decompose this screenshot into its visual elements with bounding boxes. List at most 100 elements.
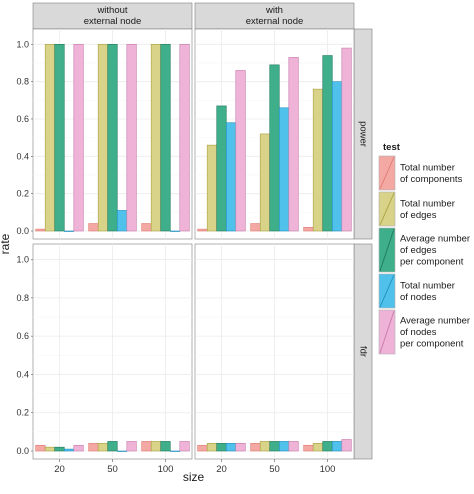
- bar: [35, 444, 46, 452]
- bar: [197, 228, 208, 232]
- bar: [235, 443, 246, 452]
- legend-label: of edges: [400, 210, 437, 221]
- bar: [206, 443, 218, 452]
- legend-label: of components: [400, 174, 463, 185]
- facet-col-label: external node: [246, 16, 304, 27]
- bar: [216, 443, 227, 452]
- bar: [269, 441, 280, 452]
- bar: [107, 44, 118, 232]
- bar: [63, 448, 75, 452]
- bar: [160, 441, 171, 452]
- legend-key-slash: [379, 192, 395, 226]
- bar: [322, 441, 333, 452]
- bar: [235, 70, 246, 232]
- bar: [54, 44, 65, 232]
- legend-label: Average number: [400, 316, 470, 327]
- y-tick-label: 0.0: [16, 226, 29, 236]
- bar: [169, 450, 181, 452]
- bar: [269, 64, 280, 232]
- bar: [259, 133, 271, 232]
- bar: [150, 441, 162, 452]
- facet-col-label: external node: [84, 16, 142, 27]
- bar: [116, 210, 128, 232]
- x-tick-label: 50: [269, 464, 280, 475]
- bar: [150, 44, 162, 232]
- bar: [179, 44, 190, 232]
- bar: [44, 44, 56, 232]
- y-tick-label: 0.2: [16, 408, 29, 418]
- bar: [169, 230, 181, 232]
- facet-row-label: fdr: [357, 346, 368, 357]
- y-tick-label: 0.0: [16, 446, 29, 456]
- bar: [331, 441, 343, 452]
- y-tick-label: 0.8: [16, 293, 29, 303]
- bar: [250, 223, 261, 232]
- bar: [126, 44, 137, 232]
- legend-label: Average number: [400, 234, 470, 245]
- bar: [288, 57, 299, 232]
- x-tick-label: 100: [158, 464, 174, 475]
- y-tick-label: 0.2: [16, 189, 29, 199]
- bar: [97, 443, 109, 452]
- bar: [303, 226, 314, 232]
- x-tick-label: 100: [320, 464, 336, 475]
- bar: [141, 223, 152, 232]
- facet-col-strip: [194, 2, 355, 30]
- bar: [322, 55, 333, 232]
- facet-col-label: with: [265, 5, 283, 16]
- legend-label: Total number: [400, 280, 455, 291]
- x-axis-title: size: [183, 470, 205, 484]
- bar: [88, 443, 99, 452]
- bar: [312, 443, 324, 452]
- y-tick-label: 0.4: [16, 151, 29, 161]
- bar: [126, 441, 137, 452]
- bar: [54, 446, 65, 452]
- bar: [259, 441, 271, 452]
- legend-key-slash: [379, 310, 395, 354]
- bar: [116, 450, 128, 452]
- legend-key-slash: [379, 274, 395, 308]
- y-tick-label: 1.0: [16, 255, 29, 265]
- y-tick-label: 1.0: [16, 39, 29, 49]
- facet-row-label: power: [357, 121, 368, 147]
- bar: [160, 44, 171, 232]
- bar: [216, 105, 227, 232]
- legend-title: test: [383, 142, 401, 153]
- y-tick-label: 0.6: [16, 331, 29, 341]
- bar: [341, 47, 352, 232]
- x-tick-label: 50: [107, 464, 118, 475]
- y-tick-label: 0.6: [16, 114, 29, 124]
- bar: [107, 441, 118, 452]
- bar: [278, 441, 290, 452]
- bar: [341, 439, 352, 452]
- bar: [73, 444, 84, 452]
- bar: [88, 223, 99, 232]
- bar: [225, 122, 237, 232]
- legend-label: of nodes: [400, 327, 437, 338]
- bar: [73, 44, 84, 232]
- bar: [250, 443, 261, 452]
- bar: [331, 81, 343, 232]
- x-tick-label: 20: [216, 464, 227, 475]
- y-tick-label: 0.8: [16, 77, 29, 87]
- facet-col-label: without: [96, 5, 127, 16]
- bar: [225, 443, 237, 452]
- bar: [312, 88, 324, 232]
- legend-label: Total number: [400, 162, 455, 173]
- bar: [35, 228, 46, 232]
- x-tick-label: 20: [54, 464, 65, 475]
- bar: [278, 107, 290, 232]
- bar: [197, 444, 208, 452]
- bar: [63, 230, 75, 232]
- y-axis-title: rate: [0, 233, 12, 254]
- bar: [44, 446, 56, 452]
- legend-label: per component: [400, 339, 464, 350]
- bar: [303, 444, 314, 452]
- legend-label: Total number: [400, 198, 455, 209]
- bar: [97, 44, 109, 232]
- y-tick-label: 0.4: [16, 369, 29, 379]
- legend-label: per component: [400, 257, 464, 268]
- legend-label: of edges: [400, 245, 437, 256]
